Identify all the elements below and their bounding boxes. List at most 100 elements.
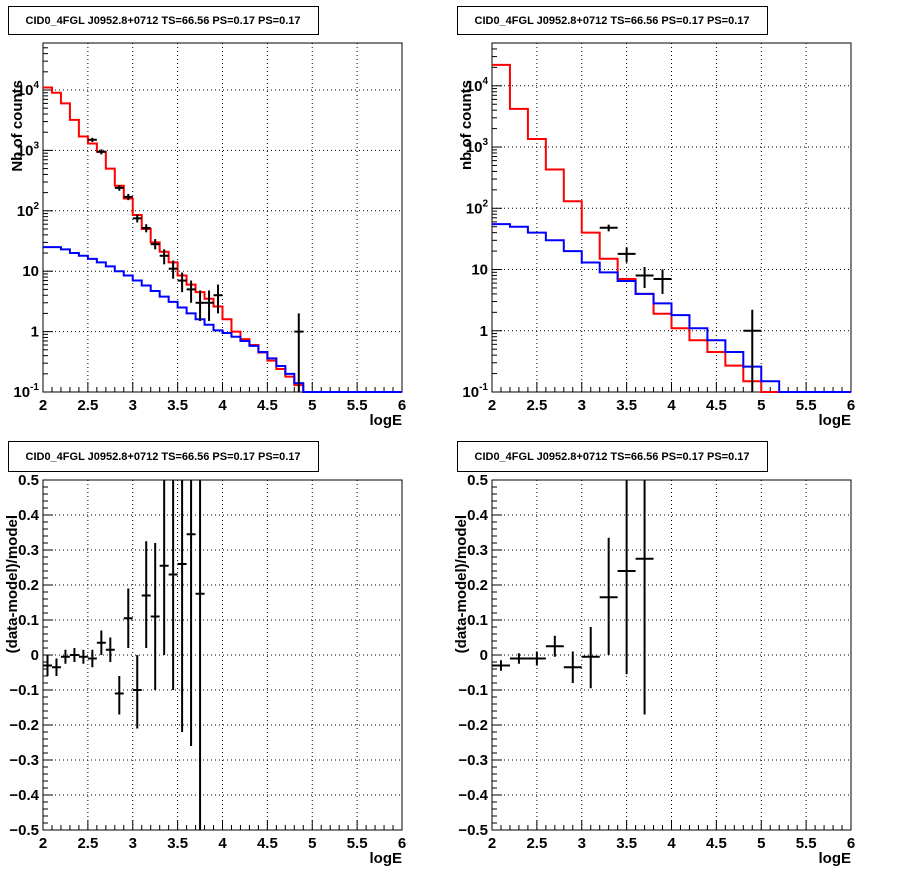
x-tick-label: 4.5 bbox=[706, 397, 727, 414]
x-tick-label: 3 bbox=[578, 835, 586, 852]
data-point bbox=[186, 280, 196, 303]
data-point bbox=[635, 480, 654, 715]
y-tick-label: 102 bbox=[17, 201, 40, 220]
data-point bbox=[545, 635, 564, 657]
data-point bbox=[617, 247, 636, 263]
data-point bbox=[69, 648, 79, 662]
x-tick-label: 5 bbox=[757, 835, 765, 852]
data-point bbox=[617, 480, 636, 675]
x-tick-label: 3.5 bbox=[616, 397, 637, 414]
data-point bbox=[96, 149, 106, 155]
y-axis-title: (data-model)/model bbox=[4, 515, 21, 653]
y-tick-label: 0 bbox=[480, 647, 488, 664]
x-tick-label: 3.5 bbox=[167, 835, 188, 852]
data-point bbox=[141, 224, 151, 233]
data-point bbox=[150, 543, 160, 690]
series-model-component-line bbox=[492, 223, 851, 393]
x-tick-label: 5 bbox=[757, 397, 765, 414]
x-tick-label: 6 bbox=[398, 835, 406, 852]
x-tick-label: 2.5 bbox=[77, 835, 98, 852]
title-box bbox=[457, 6, 768, 35]
x-tick-label: 2 bbox=[39, 397, 47, 414]
title-box bbox=[457, 441, 768, 472]
data-point bbox=[195, 290, 205, 321]
y-tick-label: 0.4 bbox=[467, 507, 489, 524]
data-point bbox=[195, 480, 205, 830]
y-tick-label: −0.2 bbox=[9, 717, 39, 734]
x-tick-label: 4.5 bbox=[257, 835, 278, 852]
x-tick-label: 4 bbox=[218, 397, 227, 414]
chart-title: CID0_4FGL J0952.8+0712 TS=66.56 PS=0.17 … bbox=[26, 451, 301, 463]
data-point bbox=[159, 480, 169, 655]
x-tick-label: 5.5 bbox=[347, 397, 368, 414]
x-tick-label: 3 bbox=[129, 835, 137, 852]
data-point bbox=[563, 651, 582, 683]
y-tick-label: 0.3 bbox=[467, 542, 488, 559]
x-tick-label: 3.5 bbox=[167, 397, 188, 414]
data-point bbox=[177, 272, 187, 293]
x-tick-label: 2.5 bbox=[526, 835, 547, 852]
data-point bbox=[51, 658, 61, 676]
data-point bbox=[87, 649, 97, 668]
data-point bbox=[87, 137, 97, 142]
y-tick-label: −0.2 bbox=[458, 717, 488, 734]
y-tick-label: 0 bbox=[31, 647, 39, 664]
x-tick-label: 2 bbox=[39, 835, 47, 852]
x-tick-label: 2.5 bbox=[77, 397, 98, 414]
y-tick-label: 10 bbox=[471, 262, 488, 279]
y-tick-label: 104 bbox=[17, 80, 40, 99]
series-model-component-line bbox=[43, 246, 402, 393]
y-tick-label: 1 bbox=[480, 323, 488, 340]
y-tick-label: 0.1 bbox=[18, 612, 39, 629]
x-tick-label: 2 bbox=[488, 835, 496, 852]
chart-2: CID0_4FGL J0952.8+0712 TS=66.56 PS=0.17 … bbox=[457, 6, 855, 429]
x-tick-label: 2 bbox=[488, 397, 496, 414]
chart-3: CID0_4FGL J0952.8+0712 TS=66.56 PS=0.17 … bbox=[4, 441, 406, 867]
data-point bbox=[123, 588, 133, 648]
x-tick-label: 5.5 bbox=[796, 397, 817, 414]
x-axis-title: logE bbox=[819, 412, 852, 429]
y-tick-label: 0.5 bbox=[467, 472, 488, 489]
data-point bbox=[213, 284, 223, 314]
data-point bbox=[527, 651, 546, 666]
x-axis-title: logE bbox=[370, 850, 403, 867]
y-tick-label: 10-1 bbox=[462, 382, 488, 401]
y-tick-label: 0.4 bbox=[18, 507, 40, 524]
y-axis-title: (data-model)/model bbox=[453, 515, 470, 653]
y-tick-label: 103 bbox=[17, 140, 40, 159]
series-model-total-line bbox=[492, 63, 851, 393]
x-tick-label: 4.5 bbox=[706, 835, 727, 852]
data-point bbox=[509, 653, 528, 664]
chart-title: CID0_4FGL J0952.8+0712 TS=66.56 PS=0.17 … bbox=[26, 15, 301, 27]
x-tick-label: 3 bbox=[578, 397, 586, 414]
x-tick-label: 5 bbox=[308, 397, 316, 414]
y-tick-label: 10 bbox=[22, 263, 39, 280]
data-point bbox=[150, 239, 160, 250]
x-tick-label: 5.5 bbox=[796, 835, 817, 852]
y-axis-title: Nb of counts bbox=[9, 80, 26, 172]
data-point bbox=[743, 309, 762, 392]
x-tick-label: 5 bbox=[308, 835, 316, 852]
data-point bbox=[132, 214, 142, 223]
data-point bbox=[96, 630, 106, 655]
y-tick-label: −0.3 bbox=[458, 752, 488, 769]
data-point bbox=[204, 290, 214, 321]
data-point bbox=[159, 249, 169, 265]
y-tick-label: −0.5 bbox=[9, 822, 39, 839]
x-tick-label: 4.5 bbox=[257, 397, 278, 414]
data-point bbox=[43, 655, 52, 676]
x-tick-label: 6 bbox=[847, 397, 855, 414]
y-tick-label: 10-1 bbox=[13, 382, 39, 401]
y-tick-label: 1 bbox=[31, 324, 39, 341]
data-point bbox=[599, 224, 618, 232]
y-tick-label: 0.2 bbox=[467, 577, 488, 594]
x-tick-label: 2.5 bbox=[526, 397, 547, 414]
data-point bbox=[105, 637, 115, 662]
y-tick-label: −0.1 bbox=[458, 682, 488, 699]
data-point bbox=[114, 676, 124, 715]
title-box bbox=[8, 441, 319, 472]
data-point bbox=[168, 480, 178, 690]
y-tick-label: −0.4 bbox=[458, 787, 488, 804]
y-tick-label: 0.5 bbox=[18, 472, 39, 489]
